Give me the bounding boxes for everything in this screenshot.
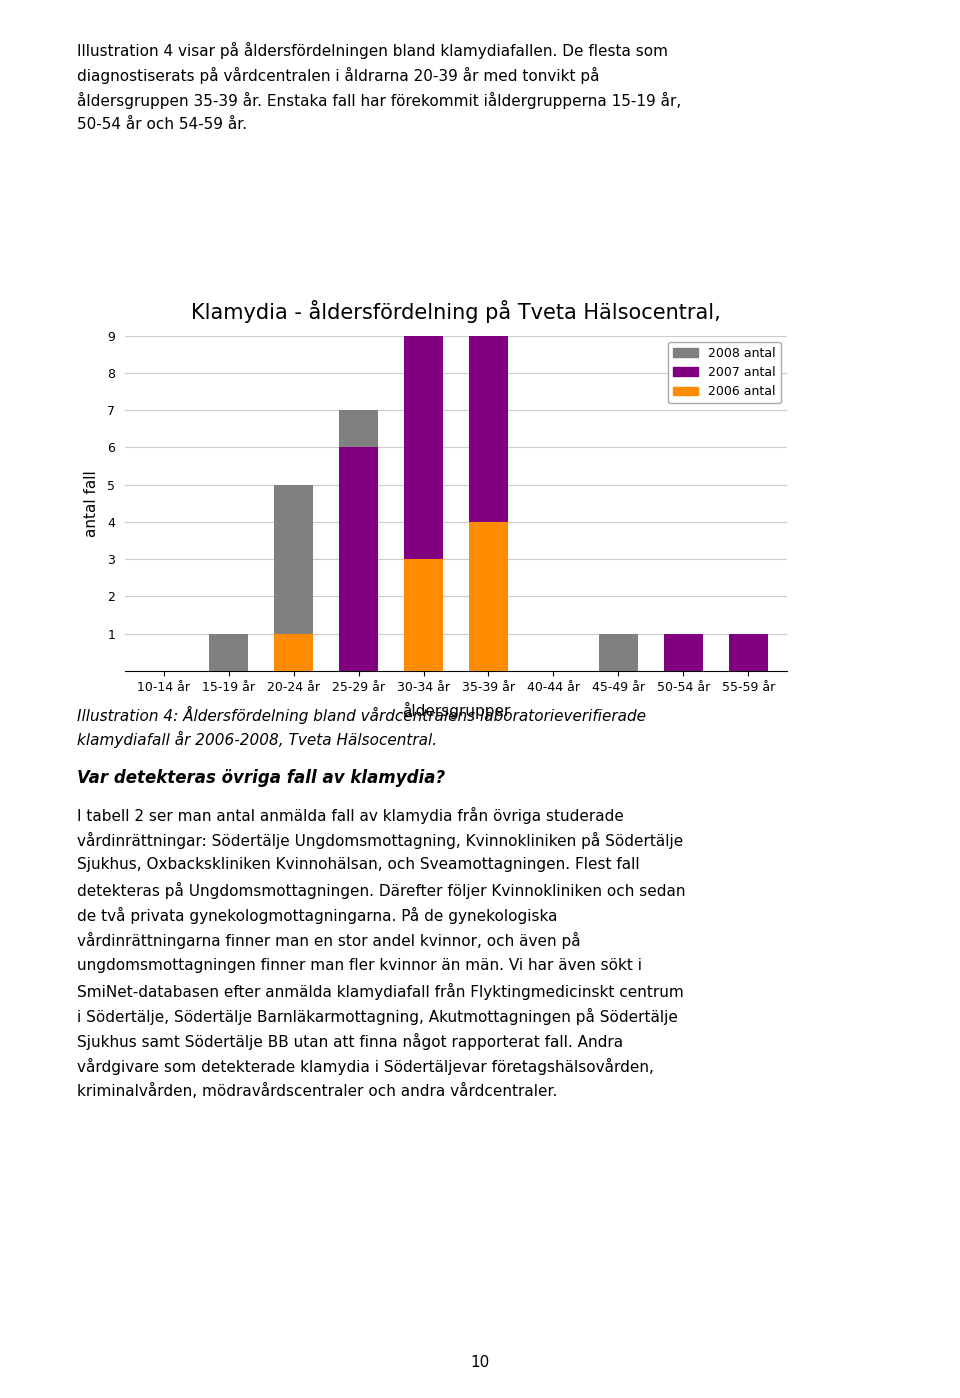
Bar — [663, 633, 703, 671]
Text: I tabell 2 ser man antal anmälda fall av klamydia från övriga studerade: I tabell 2 ser man antal anmälda fall av… — [77, 807, 624, 823]
Bar — [339, 447, 378, 671]
Text: Sjukhus samt Södertälje BB utan att finna något rapporterat fall. Andra: Sjukhus samt Södertälje BB utan att finn… — [77, 1033, 623, 1050]
Text: SmiNet-databasen efter anmälda klamydiafall från Flyktingmedicinskt centrum: SmiNet-databasen efter anmälda klamydiaf… — [77, 983, 684, 1000]
X-axis label: åldersgrupper: åldersgrupper — [402, 702, 510, 719]
Bar — [404, 559, 443, 671]
Text: vårdinrättningar: Södertälje Ungdomsmottagning, Kvinnokliniken på Södertälje: vårdinrättningar: Södertälje Ungdomsmott… — [77, 832, 684, 849]
Bar — [729, 633, 768, 671]
Bar — [275, 633, 313, 671]
Text: klamydiafall år 2006-2008, Tveta Hälsocentral.: klamydiafall år 2006-2008, Tveta Hälsoce… — [77, 731, 437, 748]
Bar — [209, 633, 249, 671]
Text: kriminalvården, mödravårdscentraler och andra vårdcentraler.: kriminalvården, mödravårdscentraler och … — [77, 1083, 557, 1099]
Text: åldersgruppen 35-39 år. Enstaka fall har förekommit iåldergrupperna 15-19 år,: åldersgruppen 35-39 år. Enstaka fall har… — [77, 92, 681, 109]
Text: vårdinrättningarna finner man en stor andel kvinnor, och även på: vårdinrättningarna finner man en stor an… — [77, 932, 581, 949]
Text: i Södertälje, Södertälje Barnläkarmottagning, Akutmottagningen på Södertälje: i Södertälje, Södertälje Barnläkarmottag… — [77, 1008, 678, 1025]
Text: Illustration 4: Åldersfördelning bland vårdcentralens laboratorieverifierade: Illustration 4: Åldersfördelning bland v… — [77, 706, 646, 724]
Title: Klamydia - åldersfördelning på Tveta Hälsocentral,: Klamydia - åldersfördelning på Tveta Häl… — [191, 299, 721, 323]
Text: 50-54 år och 54-59 år.: 50-54 år och 54-59 år. — [77, 117, 247, 133]
Text: diagnostiserats på vårdcentralen i åldrarna 20-39 år med tonvikt på: diagnostiserats på vårdcentralen i åldra… — [77, 67, 599, 84]
Legend: 2008 antal, 2007 antal, 2006 antal: 2008 antal, 2007 antal, 2006 antal — [668, 341, 780, 403]
Bar — [275, 485, 313, 633]
Bar — [469, 224, 508, 261]
Bar — [469, 261, 508, 521]
Bar — [469, 521, 508, 671]
Text: Var detekteras övriga fall av klamydia?: Var detekteras övriga fall av klamydia? — [77, 769, 444, 787]
Text: detekteras på Ungdomsmottagningen. Därefter följer Kvinnokliniken och sedan: detekteras på Ungdomsmottagningen. Däref… — [77, 882, 685, 899]
Y-axis label: antal fall: antal fall — [84, 470, 99, 537]
Text: vårdgivare som detekterade klamydia i Södertäljevar företagshälsovården,: vårdgivare som detekterade klamydia i Sö… — [77, 1058, 654, 1075]
Text: Illustration 4 visar på åldersfördelningen bland klamydiafallen. De flesta som: Illustration 4 visar på åldersfördelning… — [77, 42, 668, 59]
Text: 10: 10 — [470, 1355, 490, 1370]
Bar — [339, 410, 378, 447]
Text: ungdomsmottagningen finner man fler kvinnor än män. Vi har även sökt i: ungdomsmottagningen finner man fler kvin… — [77, 958, 642, 973]
Bar — [599, 633, 637, 671]
Bar — [404, 298, 443, 559]
Text: de två privata gynekologmottagningarna. På de gynekologiska: de två privata gynekologmottagningarna. … — [77, 907, 558, 924]
Text: Sjukhus, Oxbackskliniken Kvinnohälsan, och Sveamottagningen. Flest fall: Sjukhus, Oxbackskliniken Kvinnohälsan, o… — [77, 857, 639, 872]
